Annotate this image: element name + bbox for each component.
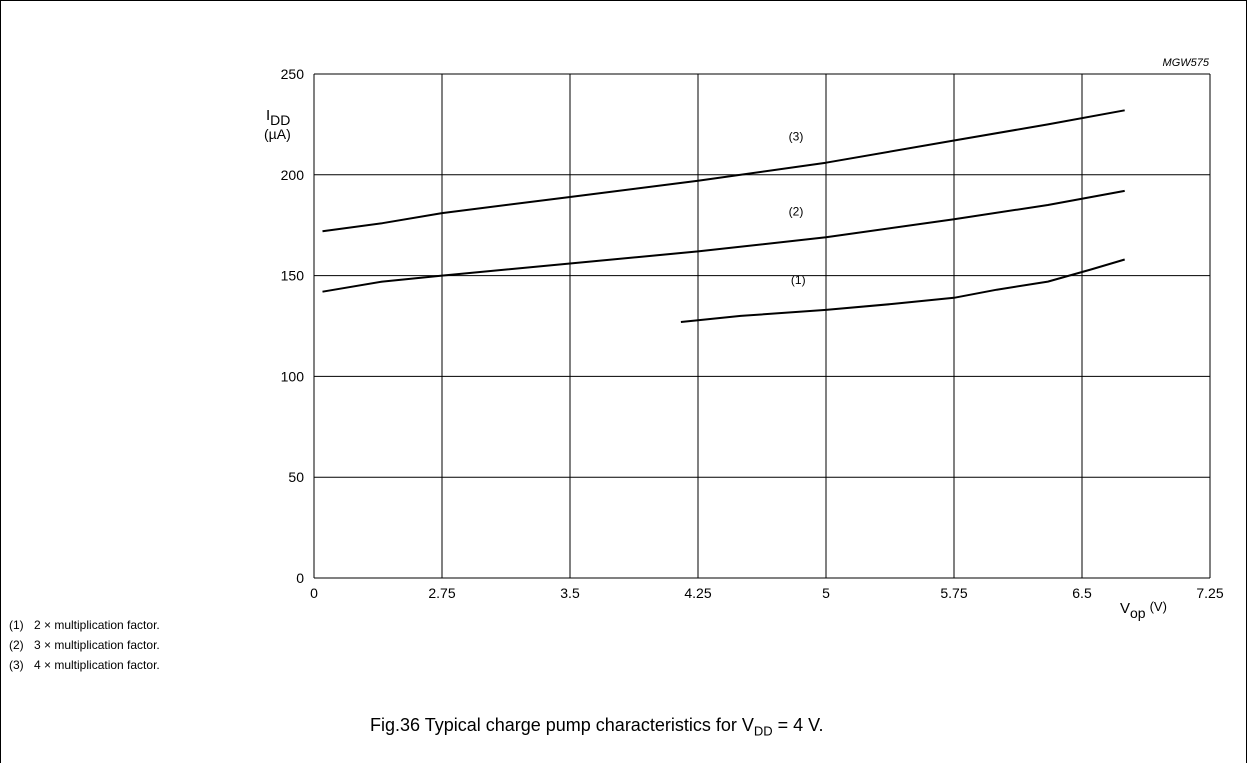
caption-prefix: Fig.36 Typical charge pump characteristi… [370, 715, 754, 735]
series-label-2: (2) [789, 204, 804, 218]
x-axis-label-main: V [1120, 600, 1130, 617]
figure-caption: Fig.36 Typical charge pump characteristi… [370, 715, 824, 739]
y-tick-label: 100 [281, 368, 305, 384]
y-axis-label-main: I [266, 107, 270, 124]
x-tick-label: 2.75 [428, 585, 455, 601]
x-axis-label-unit: (V) [1150, 599, 1167, 614]
y-tick-label: 50 [288, 469, 304, 485]
y-axis-label-sub: DD [270, 112, 290, 128]
y-axis-label: IDD [266, 107, 290, 128]
chart-code: MGW575 [1163, 57, 1210, 69]
caption-sub: DD [753, 723, 773, 739]
x-axis-label-sub: op [1130, 605, 1146, 621]
x-tick-label: 6.5 [1072, 585, 1092, 601]
legend: (1) 2 × multiplication factor. (2) 3 × mul… [9, 615, 160, 675]
x-tick-label: 4.25 [684, 585, 711, 601]
series-line-3 [322, 109, 1125, 233]
x-tick-label: 3.5 [560, 585, 580, 601]
x-tick-label: 7.25 [1196, 585, 1223, 601]
legend-item: (1) 2 × multiplication factor. [9, 615, 160, 635]
y-tick-label: 150 [281, 268, 305, 284]
x-tick-label: 5 [822, 585, 830, 601]
x-tick-label: 5.75 [940, 585, 967, 601]
series-line-2 [322, 189, 1125, 293]
chart-series-labels: (1) (2) (3) [789, 130, 806, 287]
chart-tick-labels: 0 2.75 3.5 4.25 5 5.75 6.5 7.25 0 50 100 150 200 250 [281, 66, 1224, 601]
series-label-3: (3) [789, 130, 804, 144]
legend-text: 2 × multiplication factor. [34, 618, 160, 632]
legend-text: 3 × multiplication factor. [34, 638, 160, 652]
series-label-1: (1) [791, 273, 806, 287]
chart-grid [313, 73, 1211, 579]
legend-number: (2) [9, 638, 24, 652]
y-tick-label: 0 [296, 570, 304, 586]
x-axis-label: Vop (V) [1120, 599, 1167, 621]
y-tick-label: 250 [281, 66, 305, 82]
chart-series [322, 109, 1125, 323]
legend-number: (1) [9, 618, 24, 632]
legend-number: (3) [9, 658, 24, 672]
x-tick-label: 0 [310, 585, 318, 601]
legend-text: 4 × multiplication factor. [34, 658, 160, 672]
legend-item: (3) 4 × multiplication factor. [9, 655, 160, 675]
series-line-1 [680, 258, 1125, 323]
y-axis-unit: (µA) [264, 126, 291, 142]
caption-suffix: = 4 V. [772, 715, 824, 735]
legend-item: (2) 3 × multiplication factor. [9, 635, 160, 655]
y-tick-label: 200 [281, 167, 305, 183]
